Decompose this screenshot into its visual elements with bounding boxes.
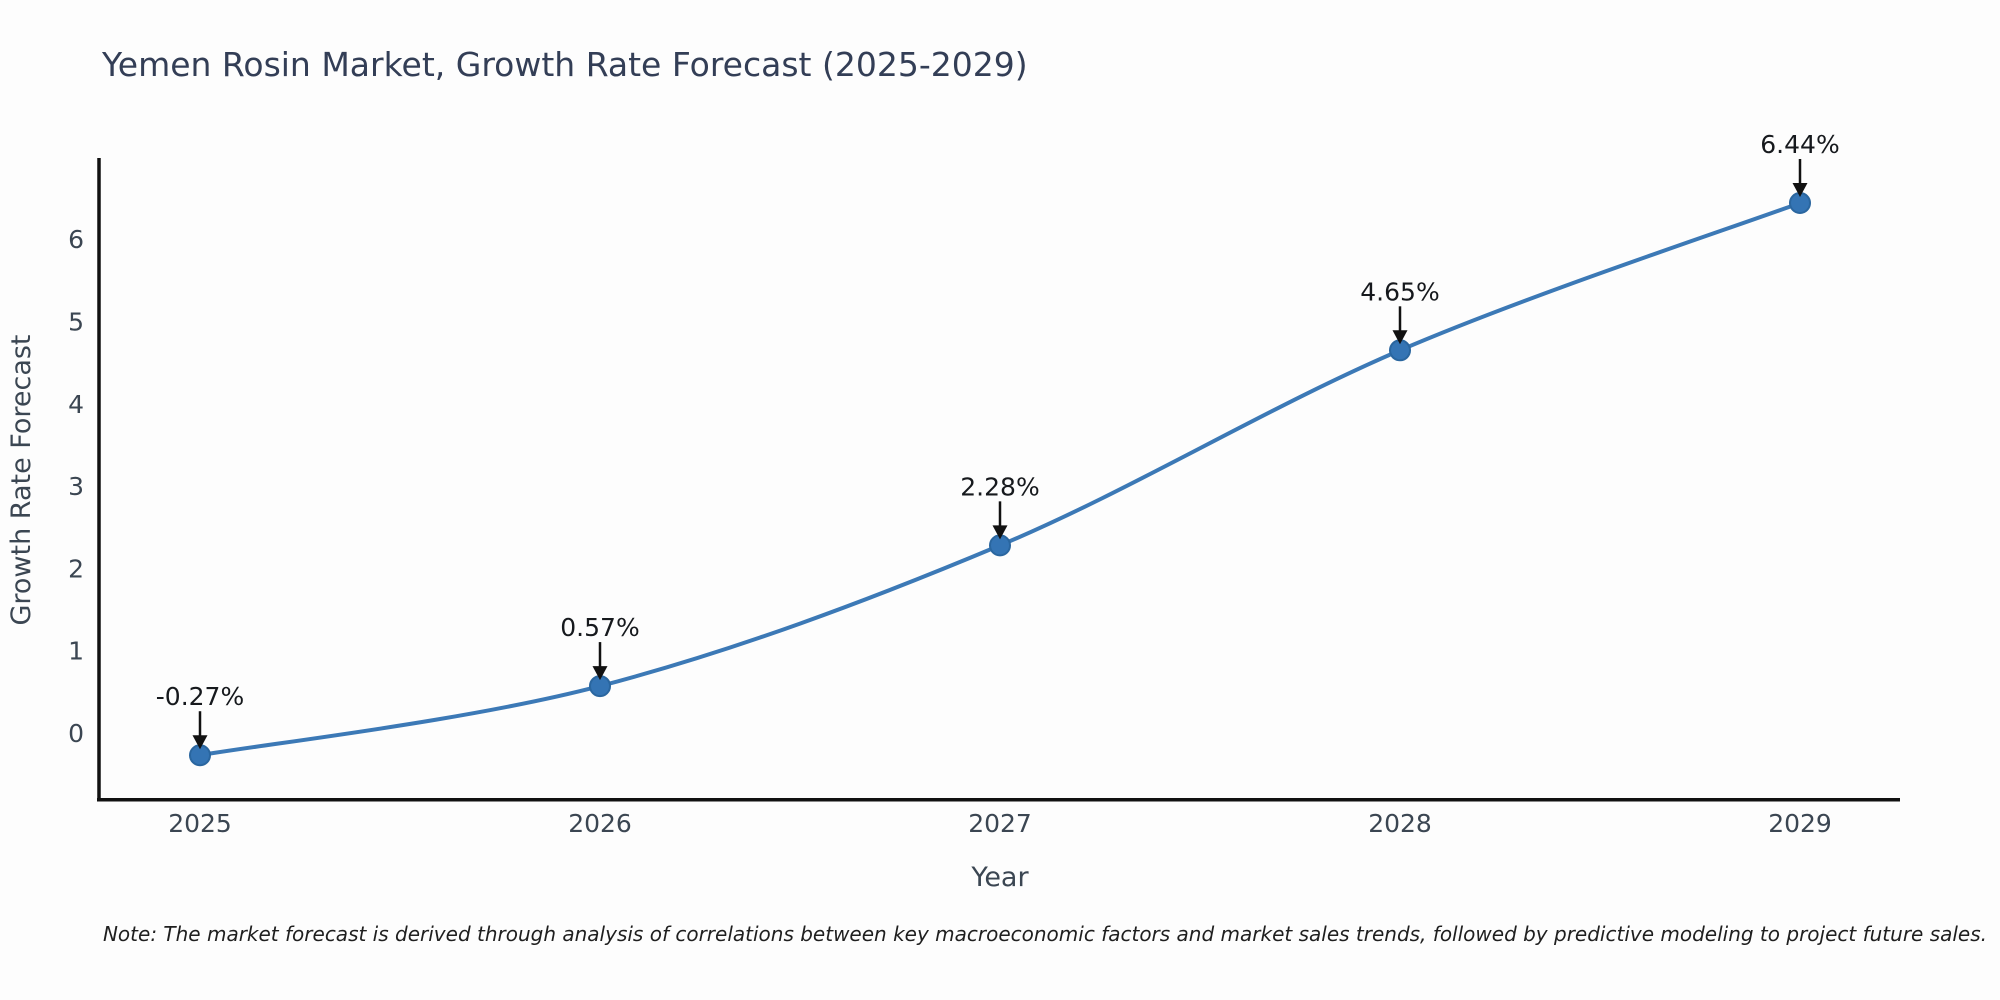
- annotation-arrowhead: [192, 735, 208, 750]
- annotation-arrowhead: [1392, 330, 1408, 345]
- annotation-label: -0.27%: [156, 682, 244, 711]
- x-tick-label: 2025: [168, 809, 232, 838]
- y-tick-label: 4: [68, 390, 84, 419]
- annotation-label: 2.28%: [960, 472, 1039, 501]
- x-tick-label: 2028: [1368, 809, 1432, 838]
- x-tick-labels: 2025 2026 2027 2028 2029: [168, 809, 1832, 838]
- x-tick-label: 2029: [1768, 809, 1832, 838]
- x-axis-title: Year: [970, 862, 1029, 893]
- y-tick-label: 6: [68, 225, 84, 254]
- y-tick-label: 0: [68, 719, 84, 748]
- annotation-label: 0.57%: [560, 613, 639, 642]
- chart-title: Yemen Rosin Market, Growth Rate Forecast…: [101, 45, 1028, 84]
- y-tick-label: 5: [68, 308, 84, 337]
- x-tick-label: 2026: [568, 809, 632, 838]
- x-axis: 2025 2026 2027 2028 2029 Year: [97, 798, 1900, 893]
- y-axis-title: Growth Rate Forecast: [6, 334, 37, 625]
- footnote: Note: The market forecast is derived thr…: [103, 922, 1987, 946]
- y-axis: 0 1 2 3 4 5 6 Growth Rate Forecast: [6, 158, 101, 802]
- y-tick-label: 1: [68, 637, 84, 666]
- annotation-label: 6.44%: [1760, 130, 1839, 159]
- annotation-label: 4.65%: [1360, 277, 1439, 306]
- y-tick-label: 3: [68, 472, 84, 501]
- annotation-arrowhead: [1792, 182, 1808, 197]
- y-tick-labels: 0 1 2 3 4 5 6: [68, 225, 84, 748]
- annotation-arrowhead: [592, 666, 608, 681]
- data-points: [189, 191, 1811, 767]
- x-tick-label: 2027: [968, 809, 1032, 838]
- y-tick-label: 2: [68, 554, 84, 583]
- annotation-arrowhead: [992, 525, 1008, 540]
- annotations: -0.27% 0.57% 2.28% 4.65% 6.44%: [156, 130, 1840, 750]
